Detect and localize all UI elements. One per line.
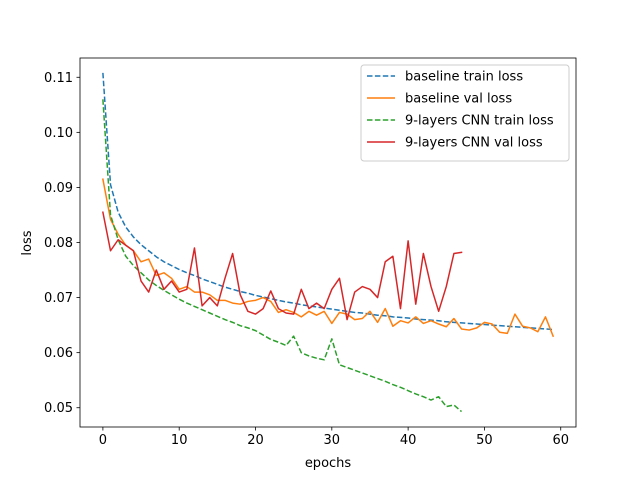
x-tick-label: 60 — [552, 433, 569, 448]
y-tick-label: 0.10 — [44, 126, 73, 141]
y-tick-label: 0.11 — [44, 71, 73, 86]
series-line-9-layers-cnn-val-loss — [102, 211, 463, 321]
x-axis-label: epochs — [305, 456, 352, 471]
x-tick-label: 20 — [247, 433, 264, 448]
y-tick-label: 0.09 — [44, 181, 73, 196]
series-line-baseline-val-loss — [102, 178, 555, 338]
series-line-9-layers-cnn-train-loss — [102, 99, 463, 413]
y-axis-label: loss — [20, 230, 35, 255]
x-tick-label: 40 — [400, 433, 417, 448]
y-tick-label: 0.05 — [44, 401, 73, 416]
y-tick-label: 0.06 — [44, 346, 73, 361]
x-tick-label: 0 — [99, 433, 107, 448]
plot-lines — [102, 72, 555, 413]
x-tick-label: 10 — [171, 433, 188, 448]
x-axis-ticks: 0 10 20 30 40 50 60 — [99, 427, 569, 448]
legend-label: baseline train loss — [405, 70, 523, 85]
legend: baseline train loss baseline val loss 9-la… — [360, 64, 570, 162]
x-tick-label: 50 — [476, 433, 493, 448]
legend-label: 9-layers CNN val loss — [405, 136, 543, 151]
legend-box — [360, 64, 570, 162]
series-line-baseline-train-loss — [102, 72, 554, 331]
y-tick-label: 0.08 — [44, 236, 73, 251]
y-axis-ticks: 0.05 0.06 0.07 0.08 0.09 0.10 0.11 — [44, 71, 80, 416]
x-tick-label: 30 — [324, 433, 341, 448]
legend-label: 9-layers CNN train loss — [405, 114, 554, 129]
y-tick-label: 0.07 — [44, 291, 73, 306]
legend-label: baseline val loss — [405, 92, 512, 107]
